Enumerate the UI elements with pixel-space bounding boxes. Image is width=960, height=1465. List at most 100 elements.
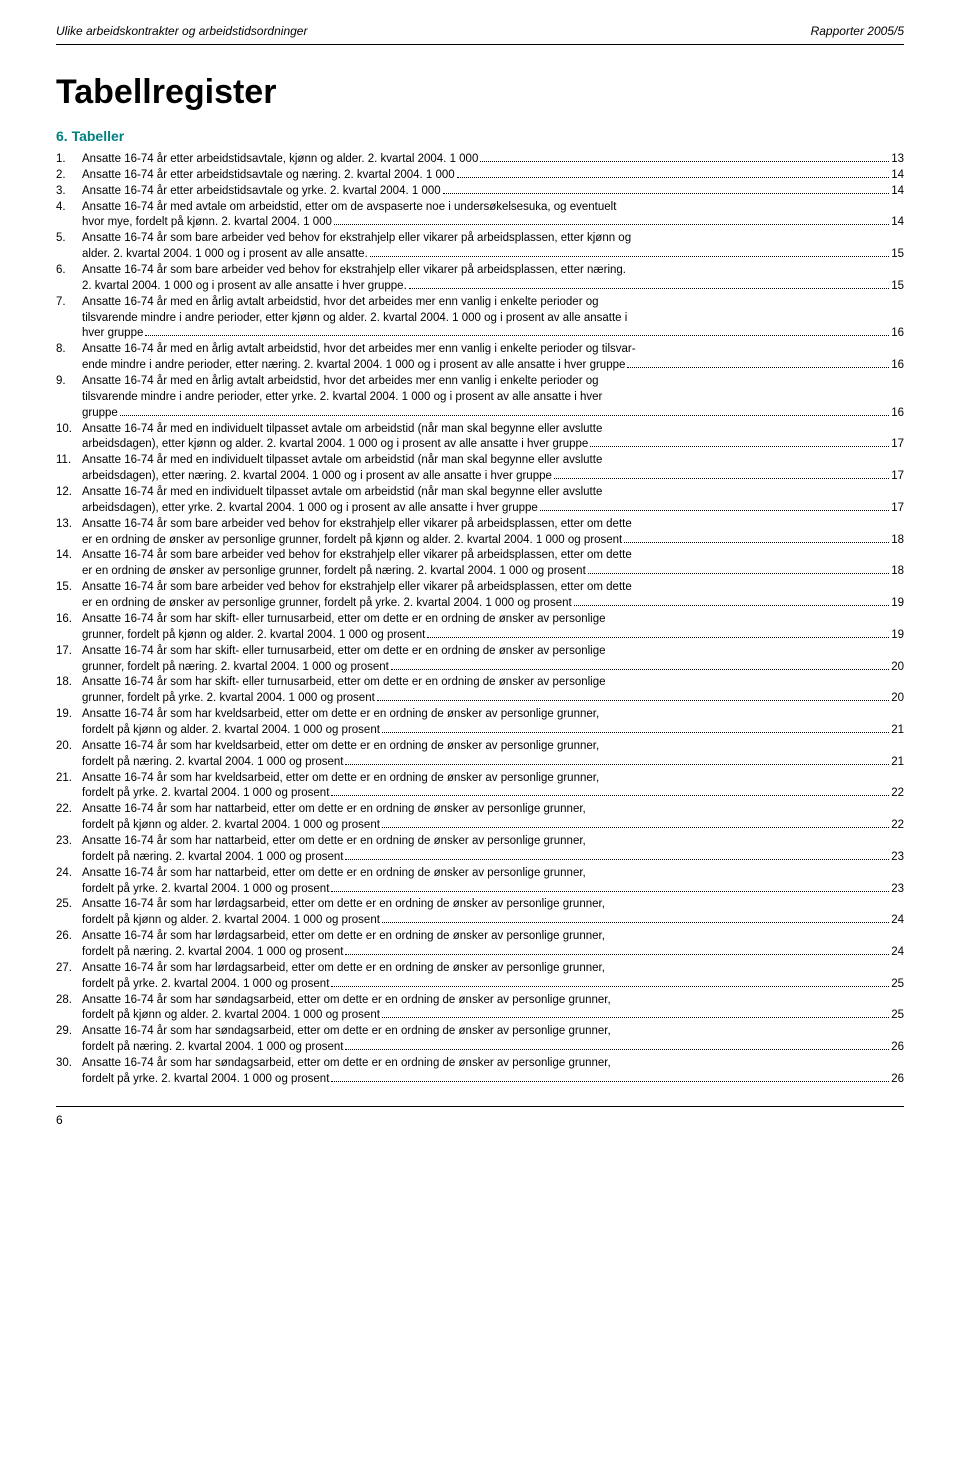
toc-page: 23 — [891, 850, 904, 866]
toc-leader-dots — [345, 859, 889, 860]
toc-item: 30.Ansatte 16-74 år som har søndagsarbei… — [56, 1056, 904, 1088]
toc-text: Ansatte 16-74 år etter arbeidstidsavtale… — [82, 152, 478, 168]
toc-text: fordelt på yrke. 2. kvartal 2004. 1 000 … — [82, 786, 329, 802]
toc-text: Ansatte 16-74 år som har søndagsarbeid, … — [82, 1056, 611, 1072]
toc-line: fordelt på kjønn og alder. 2. kvartal 20… — [82, 723, 904, 739]
toc-text: Ansatte 16-74 år med en årlig avtalt arb… — [82, 374, 599, 390]
toc-text: Ansatte 16-74 år med en årlig avtalt arb… — [82, 342, 636, 358]
toc-number: 11. — [56, 453, 82, 469]
toc-number: 13. — [56, 517, 82, 533]
toc-leader-dots — [331, 986, 889, 987]
toc-item: 16.Ansatte 16-74 år som har skift- eller… — [56, 612, 904, 644]
toc-number: 7. — [56, 295, 82, 311]
page-header: Ulike arbeidskontrakter og arbeidstidsor… — [56, 24, 904, 38]
toc-body: Ansatte 16-74 år som har skift- eller tu… — [82, 612, 904, 644]
toc-number: 8. — [56, 342, 82, 358]
toc-text: fordelt på næring. 2. kvartal 2004. 1 00… — [82, 755, 343, 771]
toc-item: 29.Ansatte 16-74 år som har søndagsarbei… — [56, 1024, 904, 1056]
toc-line: Ansatte 16-74 år med en individuelt tilp… — [82, 453, 904, 469]
toc-page: 15 — [891, 279, 904, 295]
toc-line: Ansatte 16-74 år med en individuelt tilp… — [82, 485, 904, 501]
toc-leader-dots — [382, 1017, 889, 1018]
toc-line: Ansatte 16-74 år som har kveldsarbeid, e… — [82, 771, 904, 787]
toc-item: 7.Ansatte 16-74 år med en årlig avtalt a… — [56, 295, 904, 343]
toc-line: Ansatte 16-74 år som har lørdagsarbeid, … — [82, 929, 904, 945]
toc-text: hvor mye, fordelt på kjønn. 2. kvartal 2… — [82, 215, 332, 231]
toc-number: 18. — [56, 675, 82, 691]
toc-line: Ansatte 16-74 år med en individuelt tilp… — [82, 422, 904, 438]
toc-page: 25 — [891, 977, 904, 993]
toc-leader-dots — [377, 700, 889, 701]
toc-page: 16 — [891, 406, 904, 422]
toc-page: 21 — [891, 723, 904, 739]
toc-line: arbeidsdagen), etter kjønn og alder. 2. … — [82, 437, 904, 453]
toc-item: 13.Ansatte 16-74 år som bare arbeider ve… — [56, 517, 904, 549]
toc-line: Ansatte 16-74 år etter arbeidstidsavtale… — [82, 184, 904, 200]
toc-page: 14 — [891, 168, 904, 184]
toc-leader-dots — [443, 193, 890, 194]
toc-leader-dots — [345, 954, 889, 955]
toc-leader-dots — [120, 415, 889, 416]
toc-text: fordelt på kjønn og alder. 2. kvartal 20… — [82, 818, 380, 834]
toc-page: 23 — [891, 882, 904, 898]
toc-item: 2.Ansatte 16-74 år etter arbeidstidsavta… — [56, 168, 904, 184]
toc-line: Ansatte 16-74 år som har nattarbeid, ett… — [82, 802, 904, 818]
toc-text: Ansatte 16-74 år med en individuelt tilp… — [82, 422, 602, 438]
toc-line: Ansatte 16-74 år som har søndagsarbeid, … — [82, 1024, 904, 1040]
toc-line: Ansatte 16-74 år med en årlig avtalt arb… — [82, 295, 904, 311]
toc-text: tilsvarende mindre i andre perioder, ett… — [82, 390, 602, 406]
toc-text: arbeidsdagen), etter næring. 2. kvartal … — [82, 469, 552, 485]
toc-line: Ansatte 16-74 år som bare arbeider ved b… — [82, 580, 904, 596]
toc-page: 25 — [891, 1008, 904, 1024]
toc-text: Ansatte 16-74 år med en individuelt tilp… — [82, 453, 602, 469]
toc-item: 17.Ansatte 16-74 år som har skift- eller… — [56, 644, 904, 676]
toc-line: fordelt på yrke. 2. kvartal 2004. 1 000 … — [82, 1072, 904, 1088]
toc-page: 17 — [891, 469, 904, 485]
toc-line: fordelt på næring. 2. kvartal 2004. 1 00… — [82, 1040, 904, 1056]
toc-line: 2. kvartal 2004. 1 000 og i prosent av a… — [82, 279, 904, 295]
toc-leader-dots — [457, 177, 890, 178]
toc-item: 24.Ansatte 16-74 år som har nattarbeid, … — [56, 866, 904, 898]
toc-line: er en ordning de ønsker av personlige gr… — [82, 533, 904, 549]
toc-page: 26 — [891, 1072, 904, 1088]
toc-number: 23. — [56, 834, 82, 850]
toc-number: 19. — [56, 707, 82, 723]
toc-leader-dots — [588, 573, 889, 574]
toc-item: 5.Ansatte 16-74 år som bare arbeider ved… — [56, 231, 904, 263]
toc-line: fordelt på kjønn og alder. 2. kvartal 20… — [82, 818, 904, 834]
toc-text: Ansatte 16-74 år som har kveldsarbeid, e… — [82, 739, 599, 755]
toc-line: Ansatte 16-74 år som har lørdagsarbeid, … — [82, 961, 904, 977]
toc-line: arbeidsdagen), etter yrke. 2. kvartal 20… — [82, 501, 904, 517]
toc-number: 22. — [56, 802, 82, 818]
toc-number: 6. — [56, 263, 82, 279]
page-number: 6 — [56, 1113, 63, 1127]
toc-text: fordelt på yrke. 2. kvartal 2004. 1 000 … — [82, 1072, 329, 1088]
toc-text: Ansatte 16-74 år som har skift- eller tu… — [82, 675, 606, 691]
toc-number: 30. — [56, 1056, 82, 1072]
toc-text: grunner, fordelt på kjønn og alder. 2. k… — [82, 628, 425, 644]
toc-line: tilsvarende mindre i andre perioder, ett… — [82, 311, 904, 327]
toc-number: 9. — [56, 374, 82, 390]
toc-page: 14 — [891, 215, 904, 231]
toc-leader-dots — [331, 795, 889, 796]
toc-text: 2. kvartal 2004. 1 000 og i prosent av a… — [82, 279, 407, 295]
toc-page: 15 — [891, 247, 904, 263]
toc-text: arbeidsdagen), etter yrke. 2. kvartal 20… — [82, 501, 538, 517]
toc-item: 19.Ansatte 16-74 år som har kveldsarbeid… — [56, 707, 904, 739]
toc-number: 29. — [56, 1024, 82, 1040]
toc-page: 19 — [891, 628, 904, 644]
toc-line: fordelt på kjønn og alder. 2. kvartal 20… — [82, 1008, 904, 1024]
toc-line: Ansatte 16-74 år som har søndagsarbeid, … — [82, 1056, 904, 1072]
toc-leader-dots — [331, 891, 889, 892]
toc-body: Ansatte 16-74 år med en individuelt tilp… — [82, 453, 904, 485]
toc-leader-dots — [345, 764, 889, 765]
toc-item: 3.Ansatte 16-74 år etter arbeidstidsavta… — [56, 184, 904, 200]
toc-text: fordelt på kjønn og alder. 2. kvartal 20… — [82, 1008, 380, 1024]
toc-page: 20 — [891, 691, 904, 707]
toc-leader-dots — [624, 542, 889, 543]
toc-item: 9.Ansatte 16-74 år med en årlig avtalt a… — [56, 374, 904, 422]
toc-leader-dots — [554, 478, 889, 479]
toc-item: 10.Ansatte 16-74 år med en individuelt t… — [56, 422, 904, 454]
toc-leader-dots — [409, 288, 889, 289]
toc-line: fordelt på kjønn og alder. 2. kvartal 20… — [82, 913, 904, 929]
